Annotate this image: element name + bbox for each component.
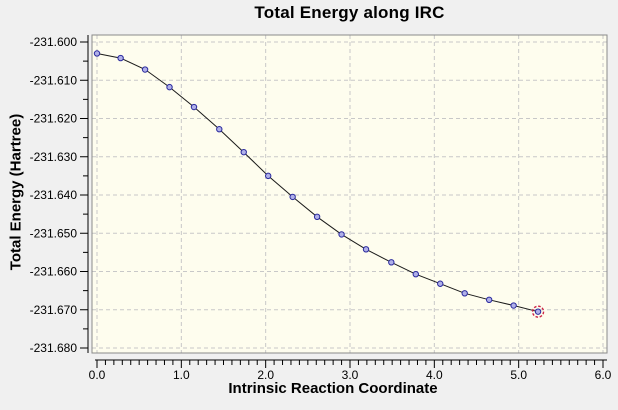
y-tick-label: -231.670 xyxy=(30,303,78,317)
data-point-marker[interactable] xyxy=(264,172,272,180)
data-point-marker[interactable] xyxy=(412,270,419,278)
x-tick-label: 3.0 xyxy=(342,368,359,382)
data-point-marker[interactable] xyxy=(534,308,542,315)
data-point-marker[interactable] xyxy=(338,231,345,238)
y-tick-label: -231.600 xyxy=(30,35,78,49)
data-point-marker[interactable] xyxy=(190,103,198,111)
y-tick-label: -231.680 xyxy=(30,341,78,355)
y-tick-label: -231.620 xyxy=(30,112,78,126)
x-tick-label: 0.0 xyxy=(89,368,106,382)
x-tick-label: 2.0 xyxy=(257,368,274,382)
x-axis-title: Intrinsic Reaction Coordinate xyxy=(228,380,438,397)
data-point-marker[interactable] xyxy=(289,193,296,201)
y-tick-label: -231.630 xyxy=(30,150,78,164)
chart-title: Total Energy along IRC xyxy=(254,3,445,22)
data-point-marker[interactable] xyxy=(485,296,493,304)
x-tick-label: 1.0 xyxy=(173,368,190,382)
data-point-marker[interactable] xyxy=(240,148,247,156)
x-tick-label: 4.0 xyxy=(426,368,443,382)
data-point-marker[interactable] xyxy=(362,246,370,253)
y-tick-label: -231.650 xyxy=(30,226,78,240)
y-tick-label: -231.640 xyxy=(30,188,78,202)
y-tick-label: -231.660 xyxy=(30,265,78,279)
data-point-marker[interactable] xyxy=(388,259,395,266)
data-point-marker[interactable] xyxy=(437,280,444,287)
y-tick-label: -231.610 xyxy=(30,73,78,87)
data-point-marker[interactable] xyxy=(166,83,173,91)
data-point-marker[interactable] xyxy=(313,213,321,221)
data-point-marker[interactable] xyxy=(93,50,101,57)
x-tick-label: 6.0 xyxy=(595,368,612,382)
plot-area[interactable] xyxy=(92,35,607,353)
x-tick-label: 5.0 xyxy=(510,368,527,382)
data-point-marker[interactable] xyxy=(117,54,124,62)
plot-border xyxy=(91,34,608,354)
data-point-marker[interactable] xyxy=(141,66,149,73)
data-point-marker[interactable] xyxy=(216,126,223,133)
data-point-marker[interactable] xyxy=(461,290,468,297)
data-point-marker[interactable] xyxy=(510,302,517,309)
selected-point-ring xyxy=(531,305,545,318)
